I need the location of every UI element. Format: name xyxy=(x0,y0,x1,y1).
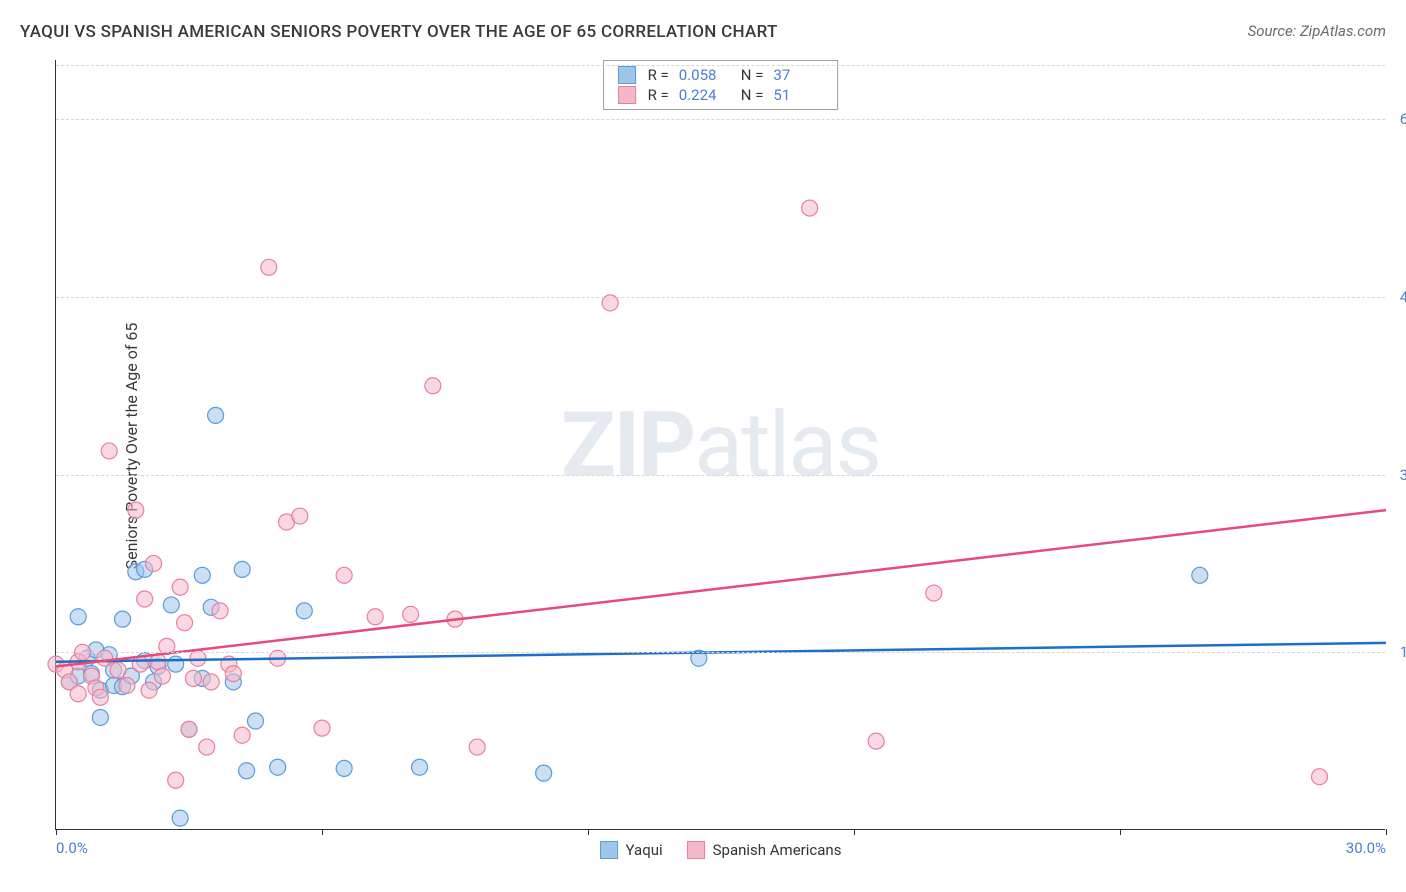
scatter-point xyxy=(926,585,942,601)
chart-svg xyxy=(56,60,1385,829)
scatter-point xyxy=(425,378,441,394)
scatter-point xyxy=(92,709,108,725)
r-label: R = xyxy=(648,66,669,84)
swatch-spanish xyxy=(618,86,636,104)
scatter-point xyxy=(367,609,383,625)
scatter-point xyxy=(314,720,330,736)
x-tick-mark xyxy=(854,829,855,835)
scatter-point xyxy=(234,561,250,577)
y-tick-label: 60.0% xyxy=(1400,110,1406,128)
swatch-yaqui xyxy=(600,841,618,859)
scatter-point xyxy=(154,668,170,684)
scatter-point xyxy=(137,591,153,607)
x-tick-mark xyxy=(56,829,57,835)
scatter-point xyxy=(469,739,485,755)
scatter-point xyxy=(536,765,552,781)
scatter-point xyxy=(270,759,286,775)
scatter-point xyxy=(292,508,308,524)
scatter-point xyxy=(177,615,193,631)
scatter-point xyxy=(239,763,255,779)
legend-row-spanish: R = 0.224 N = 51 xyxy=(604,85,838,105)
scatter-point xyxy=(132,656,148,672)
scatter-point xyxy=(70,609,86,625)
x-tick-mark xyxy=(588,829,589,835)
scatter-point xyxy=(128,502,144,518)
trend-line xyxy=(56,510,1386,666)
scatter-point xyxy=(203,674,219,690)
y-tick-label: 15.0% xyxy=(1400,643,1406,661)
scatter-point xyxy=(146,555,162,571)
gridline-h xyxy=(56,652,1385,653)
scatter-point xyxy=(119,677,135,693)
x-tick-label: 0.0% xyxy=(56,839,88,857)
legend-item-spanish: Spanish Americans xyxy=(687,841,842,859)
scatter-point xyxy=(234,727,250,743)
scatter-point xyxy=(181,721,197,737)
plot-area: ZIPatlas R = 0.058 N = 37 R = 0.224 N = … xyxy=(55,60,1385,830)
legend-label-spanish: Spanish Americans xyxy=(713,841,842,859)
scatter-point xyxy=(168,772,184,788)
gridline-h xyxy=(56,475,1385,476)
y-tick-label: 45.0% xyxy=(1400,288,1406,306)
scatter-point xyxy=(1192,567,1208,583)
scatter-point xyxy=(802,200,818,216)
scatter-point xyxy=(412,759,428,775)
scatter-point xyxy=(168,656,184,672)
r-value-spanish: 0.224 xyxy=(679,86,729,104)
n-label: N = xyxy=(741,66,764,84)
legend-label-yaqui: Yaqui xyxy=(626,841,663,859)
x-tick-mark xyxy=(1120,829,1121,835)
series-legend: Yaqui Spanish Americans xyxy=(600,841,842,859)
scatter-point xyxy=(194,567,210,583)
scatter-point xyxy=(868,733,884,749)
scatter-point xyxy=(115,611,131,627)
legend-item-yaqui: Yaqui xyxy=(600,841,663,859)
scatter-point xyxy=(110,662,126,678)
gridline-h xyxy=(56,65,1385,66)
scatter-point xyxy=(101,443,117,459)
gridline-h xyxy=(56,297,1385,298)
n-label: N = xyxy=(741,86,764,104)
scatter-point xyxy=(261,259,277,275)
scatter-point xyxy=(225,666,241,682)
scatter-point xyxy=(208,407,224,423)
correlation-legend: R = 0.058 N = 37 R = 0.224 N = 51 xyxy=(603,60,839,110)
scatter-point xyxy=(336,760,352,776)
scatter-point xyxy=(199,739,215,755)
scatter-point xyxy=(296,603,312,619)
scatter-point xyxy=(336,567,352,583)
y-tick-label: 30.0% xyxy=(1400,466,1406,484)
scatter-point xyxy=(70,686,86,702)
scatter-point xyxy=(172,579,188,595)
x-tick-mark xyxy=(322,829,323,835)
swatch-yaqui xyxy=(618,66,636,84)
legend-row-yaqui: R = 0.058 N = 37 xyxy=(604,65,838,85)
r-value-yaqui: 0.058 xyxy=(679,66,729,84)
scatter-point xyxy=(185,670,201,686)
chart-title: YAQUI VS SPANISH AMERICAN SENIORS POVERT… xyxy=(20,22,778,42)
x-tick-label: 30.0% xyxy=(1346,839,1386,857)
scatter-point xyxy=(141,682,157,698)
scatter-point xyxy=(1312,769,1328,785)
scatter-point xyxy=(92,689,108,705)
n-value-yaqui: 37 xyxy=(773,66,823,84)
source-attribution: Source: ZipAtlas.com xyxy=(1248,22,1386,40)
scatter-point xyxy=(248,713,264,729)
gridline-h xyxy=(56,119,1385,120)
swatch-spanish xyxy=(687,841,705,859)
scatter-point xyxy=(172,810,188,826)
n-value-spanish: 51 xyxy=(773,86,823,104)
scatter-point xyxy=(403,606,419,622)
x-tick-mark xyxy=(1386,829,1387,835)
scatter-point xyxy=(163,597,179,613)
r-label: R = xyxy=(648,86,669,104)
scatter-point xyxy=(212,603,228,619)
